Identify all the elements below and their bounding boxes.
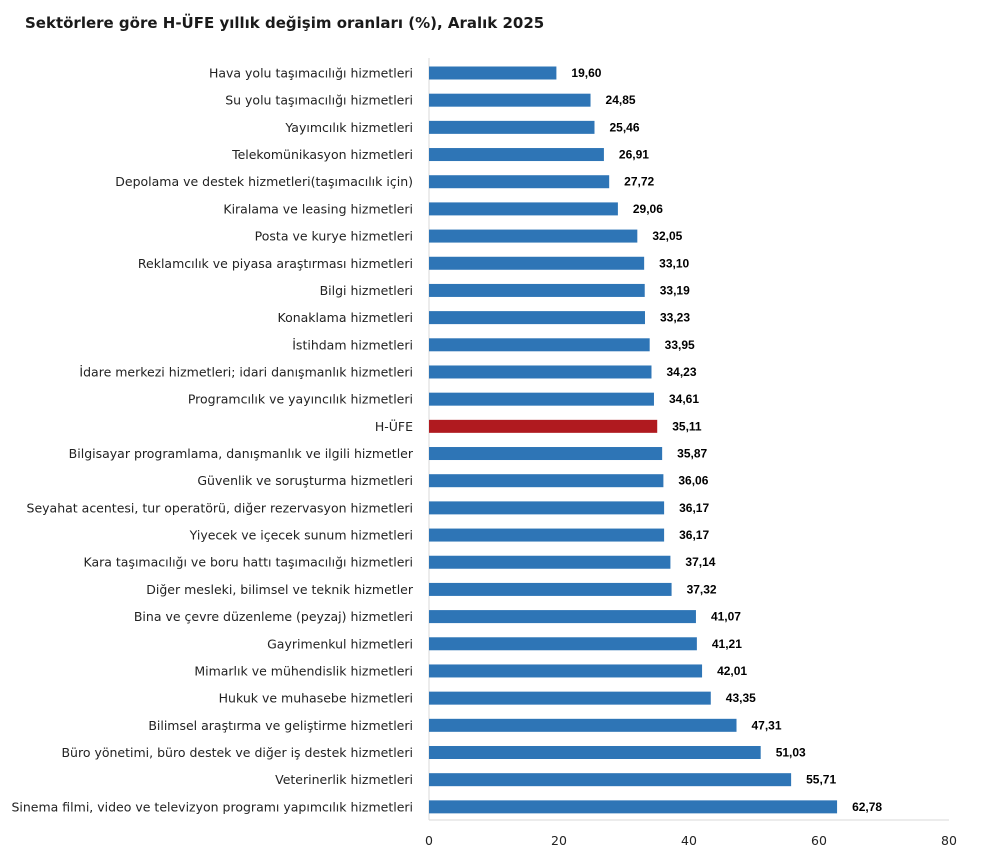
data-label: 42,01 — [717, 664, 747, 678]
category-label: Yayımcılık hizmetleri — [284, 120, 413, 135]
data-label: 35,11 — [672, 419, 702, 433]
bar — [429, 365, 652, 379]
category-label: Konaklama hizmetleri — [278, 310, 414, 325]
x-tick-label: 40 — [681, 833, 697, 848]
bar — [429, 283, 645, 297]
label-layer: 0 20 40 60 80 Hava yolu taşımacılığı hizmetle… — [11, 66, 957, 849]
data-label: 62,78 — [852, 800, 882, 814]
category-label: Reklamcılık ve piyasa araştırması hizmet… — [138, 256, 413, 271]
category-label: Kiralama ve leasing hizmetleri — [223, 201, 413, 216]
category-label: Gayrimenkul hizmetleri — [267, 636, 413, 651]
x-tick-label: 80 — [941, 833, 957, 848]
bar — [429, 392, 654, 406]
bar — [429, 474, 664, 488]
data-label: 25,46 — [609, 120, 639, 134]
data-label: 33,10 — [659, 256, 689, 270]
category-label: Yiyecek ve içecek sunum hizmetleri — [189, 528, 413, 543]
bar — [429, 555, 671, 569]
data-label: 41,21 — [712, 637, 742, 651]
category-label: Telekomünikasyon hizmetleri — [231, 147, 413, 162]
category-label: H-ÜFE — [375, 418, 413, 434]
bar — [429, 338, 650, 352]
bar — [429, 691, 711, 705]
data-label: 26,91 — [619, 148, 649, 162]
axis-layer — [428, 58, 949, 821]
data-label: 33,95 — [665, 338, 695, 352]
bar — [429, 637, 697, 651]
bar — [429, 773, 792, 787]
bar — [429, 175, 610, 189]
bar — [429, 501, 665, 515]
data-label: 51,03 — [776, 746, 806, 760]
category-label: Bina ve çevre düzenleme (peyzaj) hizmetl… — [134, 609, 413, 624]
data-label: 55,71 — [806, 773, 836, 787]
data-label: 35,87 — [677, 447, 707, 461]
category-label: Bilimsel araştırma ve geliştirme hizmetl… — [148, 718, 413, 733]
bar — [429, 256, 645, 270]
category-label: Veterinerlik hizmetleri — [275, 772, 413, 787]
bar — [429, 610, 696, 624]
data-label: 36,17 — [679, 501, 709, 515]
data-label: 34,23 — [667, 365, 697, 379]
category-label: Posta ve kurye hizmetleri — [255, 229, 413, 244]
data-label: 27,72 — [624, 175, 654, 189]
data-label: 34,61 — [669, 392, 699, 406]
bar-layer — [429, 66, 838, 814]
data-label: 32,05 — [652, 229, 682, 243]
category-label: Depolama ve destek hizmetleri(taşımacılı… — [115, 174, 413, 189]
category-label: Hukuk ve muhasebe hizmetleri — [219, 691, 413, 706]
data-label: 36,06 — [678, 474, 708, 488]
bar-highlight — [429, 419, 658, 433]
data-label: 43,35 — [726, 691, 756, 705]
category-label: Programcılık ve yayıncılık hizmetleri — [188, 392, 413, 407]
x-tick-label: 0 — [425, 833, 433, 848]
bar — [429, 93, 591, 107]
category-label: Bilgi hizmetleri — [320, 283, 413, 298]
bar — [429, 202, 618, 216]
bar — [429, 120, 595, 134]
category-label: Kara taşımacılığı ve boru hattı taşımacı… — [83, 555, 413, 570]
data-label: 29,06 — [633, 202, 663, 216]
bar — [429, 148, 604, 162]
category-label: Seyahat acentesi, tur operatörü, diğer r… — [27, 500, 413, 515]
category-label: Hava yolu taşımacılığı hizmetleri — [209, 66, 413, 81]
data-label: 33,23 — [660, 311, 690, 325]
bar — [429, 582, 672, 596]
category-label: Büro yönetimi, büro destek ve diğer iş d… — [61, 745, 413, 760]
category-label: İstihdam hizmetleri — [292, 337, 413, 352]
category-label: Su yolu taşımacılığı hizmetleri — [225, 93, 413, 108]
bar — [429, 800, 838, 814]
data-label: 41,07 — [711, 610, 741, 624]
data-label: 37,32 — [687, 582, 717, 596]
category-label: Güvenlik ve soruşturma hizmetleri — [197, 473, 413, 488]
x-tick-label: 20 — [551, 833, 567, 848]
data-label: 37,14 — [685, 555, 715, 569]
category-label: İdare merkezi hizmetleri; idari danışman… — [79, 364, 413, 379]
bar — [429, 664, 703, 678]
chart-title: Sektörlere göre H-ÜFE yıllık değişim ora… — [25, 14, 545, 32]
bar — [429, 718, 737, 732]
bar — [429, 229, 638, 243]
data-label: 36,17 — [679, 528, 709, 542]
category-label: Sinema filmi, video ve televizyon progra… — [11, 799, 413, 814]
category-label: Bilgisayar programlama, danışmanlık ve i… — [69, 446, 414, 461]
category-label: Diğer mesleki, bilimsel ve teknik hizmet… — [146, 582, 414, 597]
bar — [429, 528, 665, 542]
bar — [429, 66, 557, 80]
data-label: 24,85 — [606, 93, 636, 107]
data-label: 47,31 — [752, 718, 782, 732]
data-label: 19,60 — [571, 66, 601, 80]
x-tick-label: 60 — [811, 833, 827, 848]
data-label: 33,19 — [660, 283, 690, 297]
bar — [429, 447, 663, 461]
bar — [429, 746, 761, 759]
bar — [429, 311, 645, 325]
category-label: Mimarlık ve mühendislik hizmetleri — [194, 663, 413, 678]
